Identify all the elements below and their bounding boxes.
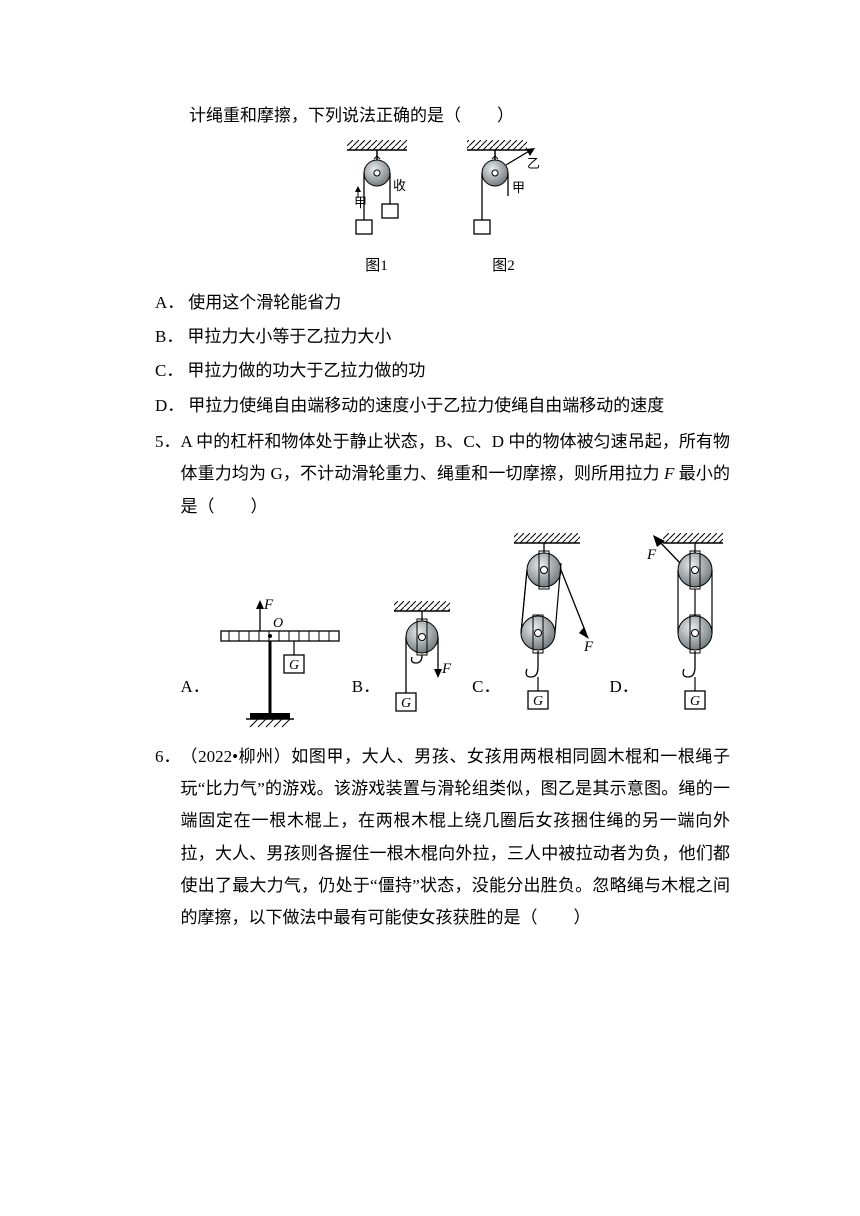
q4-option-D-text: 甲拉力使绳自由端移动的速度小于乙拉力使绳自由端移动的速度 <box>188 396 664 415</box>
svg-text:G: G <box>401 696 411 711</box>
svg-text:G: G <box>533 694 543 709</box>
q4-lead: 计绳重和摩擦，下列说法正确的是（ ） <box>155 100 730 132</box>
q4-options: A．使用这个滑轮能省力 B．甲拉力大小等于乙拉力大小 C．甲拉力做的功大于乙拉力… <box>155 287 730 422</box>
q5-fig-A-svg: O F G <box>216 583 344 733</box>
q5-fig-B: B． <box>352 583 464 733</box>
q4-option-A-text: 使用这个滑轮能省力 <box>188 293 341 312</box>
q4-lead-text: 计绳重和摩擦，下列说法正确的是（ <box>189 106 461 125</box>
question-5: 5． A 中的杠杆和物体处于静止状态，B、C、D 中的物体被匀速吊起，所有物体重… <box>155 426 730 733</box>
q5-text: A 中的杠杆和物体处于静止状态，B、C、D 中的物体被匀速吊起，所有物体重力均为… <box>181 426 731 523</box>
svg-text:O: O <box>273 616 283 631</box>
question-4-continuation: 计绳重和摩擦，下列说法正确的是（ ） <box>155 100 730 422</box>
q5-text-before: A 中的杠杆和物体处于静止状态，B、C、D 中的物体被匀速吊起，所有物体重力均为… <box>181 432 731 483</box>
svg-text:F: F <box>441 661 452 677</box>
q4-option-A: A．使用这个滑轮能省力 <box>155 287 730 319</box>
q6-text-body: （2022•柳州）如图甲，大人、男孩、女孩用两根相同圆木棍和一根绳子玩“比力气”… <box>181 747 731 927</box>
q4-option-C-text: 甲拉力做的功大于乙拉力做的功 <box>187 361 425 380</box>
q5-fig-B-svg: G F <box>386 583 464 733</box>
q4-fig2-svg: 乙 甲 <box>463 140 545 250</box>
svg-text:F: F <box>263 597 274 613</box>
q5-text-tail: ） <box>251 497 268 516</box>
q5-number: 5． <box>155 426 181 523</box>
q4-diagrams: 甲 收 图1 <box>155 140 730 281</box>
q5-F: F <box>664 464 674 483</box>
q5-lead: 5． A 中的杠杆和物体处于静止状态，B、C、D 中的物体被匀速吊起，所有物体重… <box>155 426 730 523</box>
q6-number: 6． <box>155 741 181 935</box>
q6-text: （2022•柳州）如图甲，大人、男孩、女孩用两根相同圆木棍和一根绳子玩“比力气”… <box>181 741 731 935</box>
q5-label-B: B． <box>352 671 380 703</box>
q5-label-D: D． <box>609 671 638 703</box>
q4-lead-tail: ） <box>497 106 514 125</box>
q4-option-D: D．甲拉力使绳自由端移动的速度小于乙拉力使绳自由端移动的速度 <box>155 390 730 422</box>
q4-fig1-label-right: 收 <box>393 178 406 193</box>
q4-option-B: B．甲拉力大小等于乙拉力大小 <box>155 321 730 353</box>
q4-fig2-caption: 图2 <box>463 252 545 281</box>
q4-fig2: 乙 甲 图2 <box>463 140 545 281</box>
q6-text-tail: ） <box>574 908 591 927</box>
question-6: 6． （2022•柳州）如图甲，大人、男孩、女孩用两根相同圆木棍和一根绳子玩“比… <box>155 741 730 935</box>
svg-text:G: G <box>690 694 700 709</box>
q5-fig-D-svg: F G <box>645 533 735 733</box>
q5-label-C: C． <box>472 671 500 703</box>
q4-option-B-text: 甲拉力大小等于乙拉力大小 <box>187 327 391 346</box>
q4-fig1-caption: 图1 <box>341 252 413 281</box>
svg-text:G: G <box>289 658 299 673</box>
q5-fig-C-svg: F G <box>506 533 601 733</box>
q4-fig2-label-jia: 甲 <box>512 180 525 195</box>
q5-label-A: A． <box>181 671 210 703</box>
svg-text:F: F <box>583 639 594 655</box>
svg-text:F: F <box>646 547 657 563</box>
q4-fig1-svg: 甲 收 <box>341 140 413 250</box>
q4-fig2-label-yi: 乙 <box>527 156 540 171</box>
q4-option-C: C．甲拉力做的功大于乙拉力做的功 <box>155 355 730 387</box>
q5-figures: A． O F <box>155 533 730 733</box>
q5-fig-A: A． O F <box>181 583 344 733</box>
q5-fig-D: D． <box>609 533 734 733</box>
q4-fig1-label-left: 甲 <box>354 195 367 210</box>
q6-lead: 6． （2022•柳州）如图甲，大人、男孩、女孩用两根相同圆木棍和一根绳子玩“比… <box>155 741 730 935</box>
q5-fig-C: C． <box>472 533 601 733</box>
q4-fig1: 甲 收 图1 <box>341 140 413 281</box>
